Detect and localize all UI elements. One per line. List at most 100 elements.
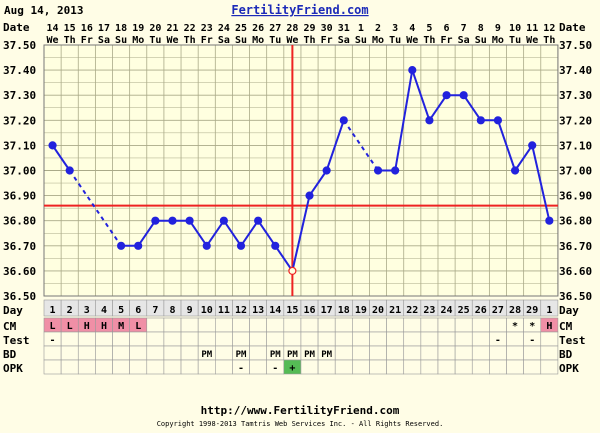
cm-value: H (101, 321, 107, 332)
bd-cell (352, 345, 370, 361)
footer-url-link[interactable]: http://www.FertilityFriend.com (201, 404, 400, 417)
day-value: 28 (509, 305, 521, 316)
opk-cell (215, 359, 233, 375)
date-tick: 4 (409, 23, 415, 34)
date-label: Date (3, 21, 30, 34)
weekday-tick: Su (115, 35, 127, 46)
bd-value: PM (304, 350, 315, 360)
date-tick: 6 (444, 23, 450, 34)
day-value: 1 (546, 305, 552, 316)
opk-cell (60, 359, 79, 375)
day-value: 27 (492, 305, 504, 316)
temp-segment (291, 195, 311, 272)
bd-cell (77, 345, 96, 361)
date-label-right: Date (559, 21, 586, 34)
opk-cell (437, 359, 456, 375)
temp-point (391, 166, 400, 175)
y-tick-label: 36.50 (3, 290, 36, 303)
bd-cell (540, 345, 559, 361)
test-cell (300, 331, 319, 347)
temp-point (185, 216, 194, 225)
bd-value: PM (201, 350, 212, 360)
temp-point (151, 216, 160, 225)
test-cell (180, 331, 199, 347)
bd-value: PM (236, 350, 247, 360)
weekday-tick: Su (235, 35, 247, 46)
temp-segment-gap (342, 119, 379, 172)
temp-segment (51, 144, 71, 172)
date-tick: 26 (252, 23, 264, 34)
cm-cell (232, 317, 250, 333)
cm-cell (163, 317, 182, 333)
day-value: 3 (84, 305, 90, 316)
day-value: 10 (201, 305, 213, 316)
bd-cell (249, 345, 267, 361)
y-tick-label: 36.80 (3, 215, 36, 228)
bd-value: PM (287, 350, 298, 360)
temp-point (116, 241, 126, 250)
date-tick: 14 (47, 23, 59, 34)
date-header: 14We15Th16Fr17Sa18Su19Mo20Tu21We22Th23Fr… (47, 23, 556, 46)
temp-segment (394, 69, 414, 171)
cm-label: CM (3, 320, 17, 333)
cm-cell (454, 317, 473, 333)
date-tick: 7 (461, 23, 467, 34)
temp-point (65, 166, 74, 175)
day-value: 20 (372, 305, 384, 316)
test-value: - (529, 335, 535, 346)
y-tick-label-right: 36.50 (559, 290, 592, 303)
date-tick: 12 (543, 23, 555, 34)
weekday-tick: Sa (98, 35, 110, 46)
temp-point (134, 241, 143, 250)
day-value: 1 (50, 305, 56, 316)
date-tick: 9 (495, 23, 501, 34)
day-value: 22 (406, 305, 418, 316)
bd-cell (523, 345, 542, 361)
weekday-tick: Sa (458, 35, 470, 46)
weekday-tick: Su (355, 35, 367, 46)
bd-cell (180, 345, 199, 361)
temp-point (202, 241, 211, 250)
day-value: 9 (187, 305, 193, 316)
cm-cell (146, 317, 165, 333)
cm-label-right: CM (559, 320, 573, 333)
temp-point (425, 116, 434, 125)
temp-point (271, 241, 280, 250)
weekday-tick: Th (64, 35, 76, 46)
test-cell (146, 331, 165, 347)
opk-cell (129, 359, 148, 375)
site-title-link[interactable]: FertilityFriend.com (231, 3, 368, 17)
cm-cell (369, 317, 387, 333)
day-value: 19 (355, 305, 367, 316)
day-label: Day (3, 304, 23, 317)
temp-segment (325, 119, 345, 171)
date-tick: 1 (358, 23, 364, 34)
temp-point (236, 241, 246, 250)
temp-point (545, 216, 554, 225)
weekday-tick: We (406, 35, 418, 46)
y-tick-label-right: 36.70 (559, 240, 592, 253)
opk-cell (334, 359, 353, 375)
bd-cell (334, 345, 353, 361)
date-tick: 3 (392, 23, 398, 34)
opk-cell (317, 359, 336, 375)
cm-value: L (67, 321, 73, 332)
test-cell (266, 331, 285, 347)
date-tick: 15 (64, 23, 76, 34)
y-tick-label: 36.70 (3, 240, 36, 253)
temp-segment (188, 220, 208, 247)
temp-point (408, 65, 417, 75)
weekday-tick: Mo (372, 35, 384, 46)
cm-value: H (84, 321, 90, 332)
test-cell (471, 331, 490, 347)
temp-segment (496, 119, 517, 171)
day-value: 14 (269, 305, 281, 316)
temp-segment (428, 94, 448, 121)
day-value: 26 (475, 305, 487, 316)
opk-cell (471, 359, 490, 375)
grid-border (43, 44, 559, 297)
test-cell (317, 331, 336, 347)
test-cell (197, 331, 216, 347)
cm-value: H (546, 321, 552, 332)
